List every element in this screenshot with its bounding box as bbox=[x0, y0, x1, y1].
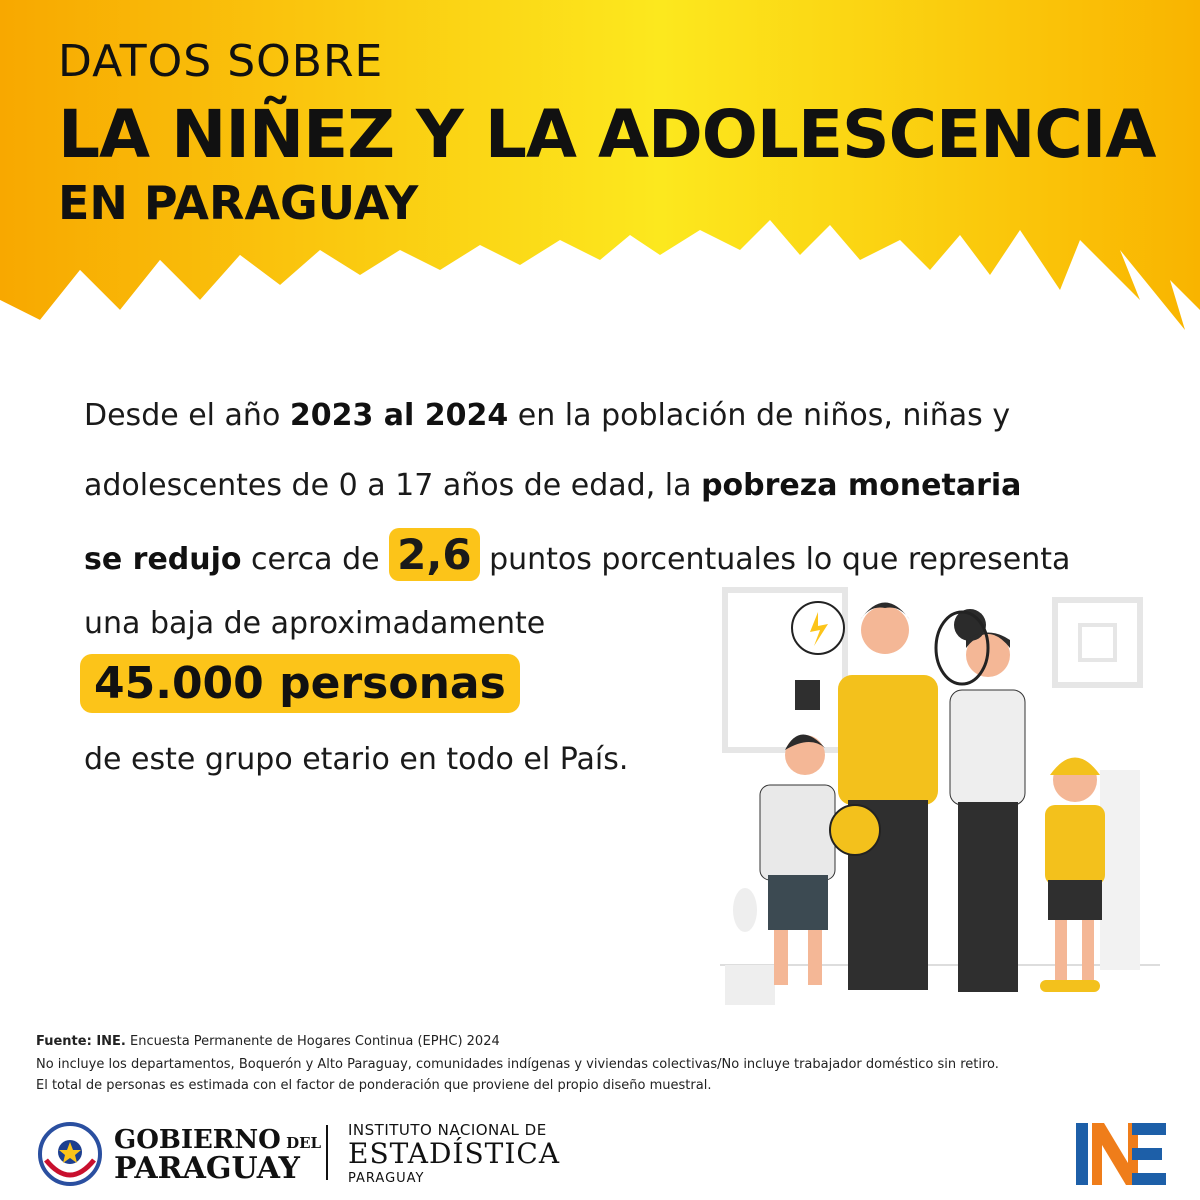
gov-logo-line-1: GOBIERNO DEL bbox=[114, 1125, 321, 1155]
footer-logos: GOBIERNO DEL PARAGUAY INSTITUTO NACIONAL… bbox=[36, 1115, 1166, 1190]
body-text: puntos porcentuales lo que representa bbox=[479, 542, 1071, 577]
ine-logo-line-3: PARAGUAY bbox=[348, 1171, 425, 1186]
header-banner bbox=[0, 0, 1200, 340]
body-line-6: de este grupo etario en todo el País. bbox=[84, 742, 629, 777]
body-text: adolescentes de 0 a 17 años de edad, la bbox=[84, 468, 702, 503]
title-line-1: DATOS SOBRE bbox=[58, 36, 384, 87]
body-line-2: adolescentes de 0 a 17 años de edad, la … bbox=[84, 468, 1021, 503]
gov-logo-line-2: PARAGUAY bbox=[114, 1151, 300, 1186]
source-note: Fuente: INE. Encuesta Permanente de Hoga… bbox=[36, 1034, 500, 1049]
title-line-3: EN PARAGUAY bbox=[58, 176, 419, 230]
highlight-percentage-points: 2,6 bbox=[389, 528, 480, 581]
body-bold-poverty: pobreza monetaria bbox=[701, 468, 1022, 503]
title-line-2: LA NIÑEZ Y LA ADOLESCENCIA bbox=[58, 96, 1156, 173]
body-text: Desde el año bbox=[84, 398, 290, 433]
highlight-persons: 45.000 personas bbox=[80, 654, 520, 713]
body-text: en la población de niños, niñas y bbox=[508, 398, 1011, 433]
body-bold-years: 2023 al 2024 bbox=[289, 398, 509, 433]
ine-logo-line-2: ESTADÍSTICA bbox=[348, 1137, 561, 1170]
footnote-2: El total de personas es estimada con el … bbox=[36, 1078, 712, 1093]
body-text: cerca de bbox=[241, 542, 390, 577]
government-seal-icon bbox=[38, 1122, 102, 1186]
body-bold-reduced: se redujo bbox=[84, 542, 242, 577]
family-illustration bbox=[720, 587, 1160, 1005]
body-line-4: una baja de aproximadamente bbox=[84, 606, 546, 641]
logo-divider bbox=[326, 1125, 328, 1180]
body-line-1: Desde el año 2023 al 2024 en la població… bbox=[84, 398, 1010, 433]
gov-text: GOBIERNO bbox=[114, 1125, 281, 1155]
gov-text-del: DEL bbox=[280, 1134, 322, 1152]
ine-logo-icon bbox=[1076, 1123, 1166, 1185]
footnote-1: No incluye los departamentos, Boquerón y… bbox=[36, 1057, 999, 1072]
body-line-3: se redujo cerca de 2,6 puntos porcentual… bbox=[84, 528, 1071, 581]
source-label: Fuente: INE. bbox=[36, 1034, 126, 1049]
source-text: Encuesta Permanente de Hogares Continua … bbox=[125, 1034, 500, 1049]
ine-logo-line-1: INSTITUTO NACIONAL DE bbox=[348, 1121, 547, 1139]
